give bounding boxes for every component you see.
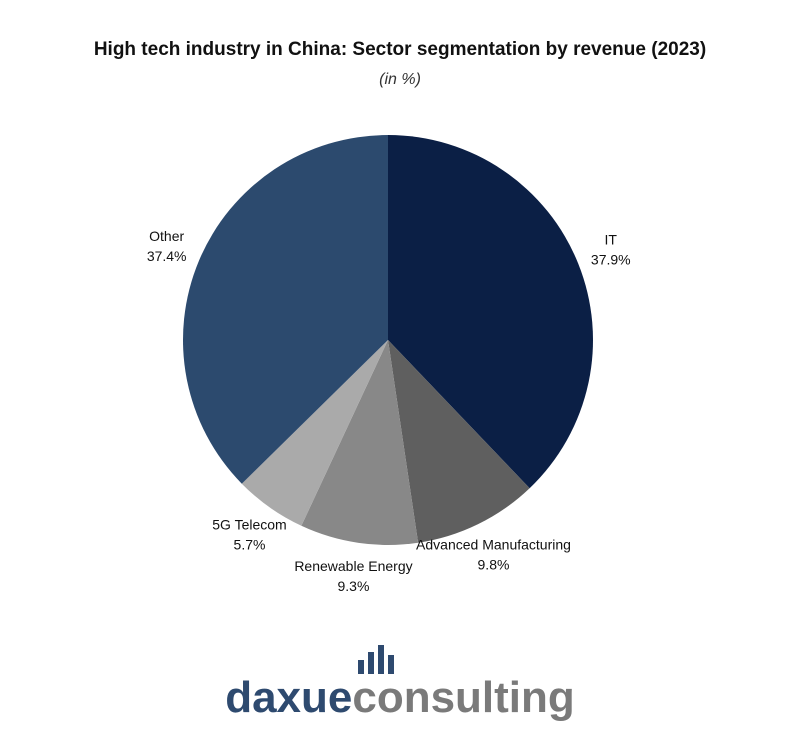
chart-title: High tech industry in China: Sector segm…	[94, 39, 706, 60]
value-label: 9.8%	[478, 556, 510, 572]
slice-label: 5G Telecom	[212, 517, 286, 533]
slice-label: Other	[149, 228, 184, 244]
pie-slice	[388, 135, 593, 489]
pie-slice	[241, 340, 388, 526]
slice-label: IT	[605, 231, 618, 247]
slice-label: Advanced Manufacturing	[416, 536, 571, 552]
logo-part: consulting	[352, 673, 574, 722]
slice-label: Renewable Energy	[294, 558, 412, 574]
logo-part: daxue	[225, 673, 352, 722]
value-label: 37.9%	[591, 251, 631, 267]
pie-slice	[301, 340, 419, 545]
logo-icon	[358, 645, 394, 674]
pie-slice	[183, 135, 388, 484]
chart-subtitle: (in %)	[379, 71, 421, 88]
value-label: 37.4%	[147, 248, 187, 264]
value-label: 9.3%	[338, 578, 370, 594]
logo: daxueconsulting	[225, 673, 575, 722]
pie-slice	[388, 340, 530, 543]
value-label: 5.7%	[234, 537, 266, 553]
